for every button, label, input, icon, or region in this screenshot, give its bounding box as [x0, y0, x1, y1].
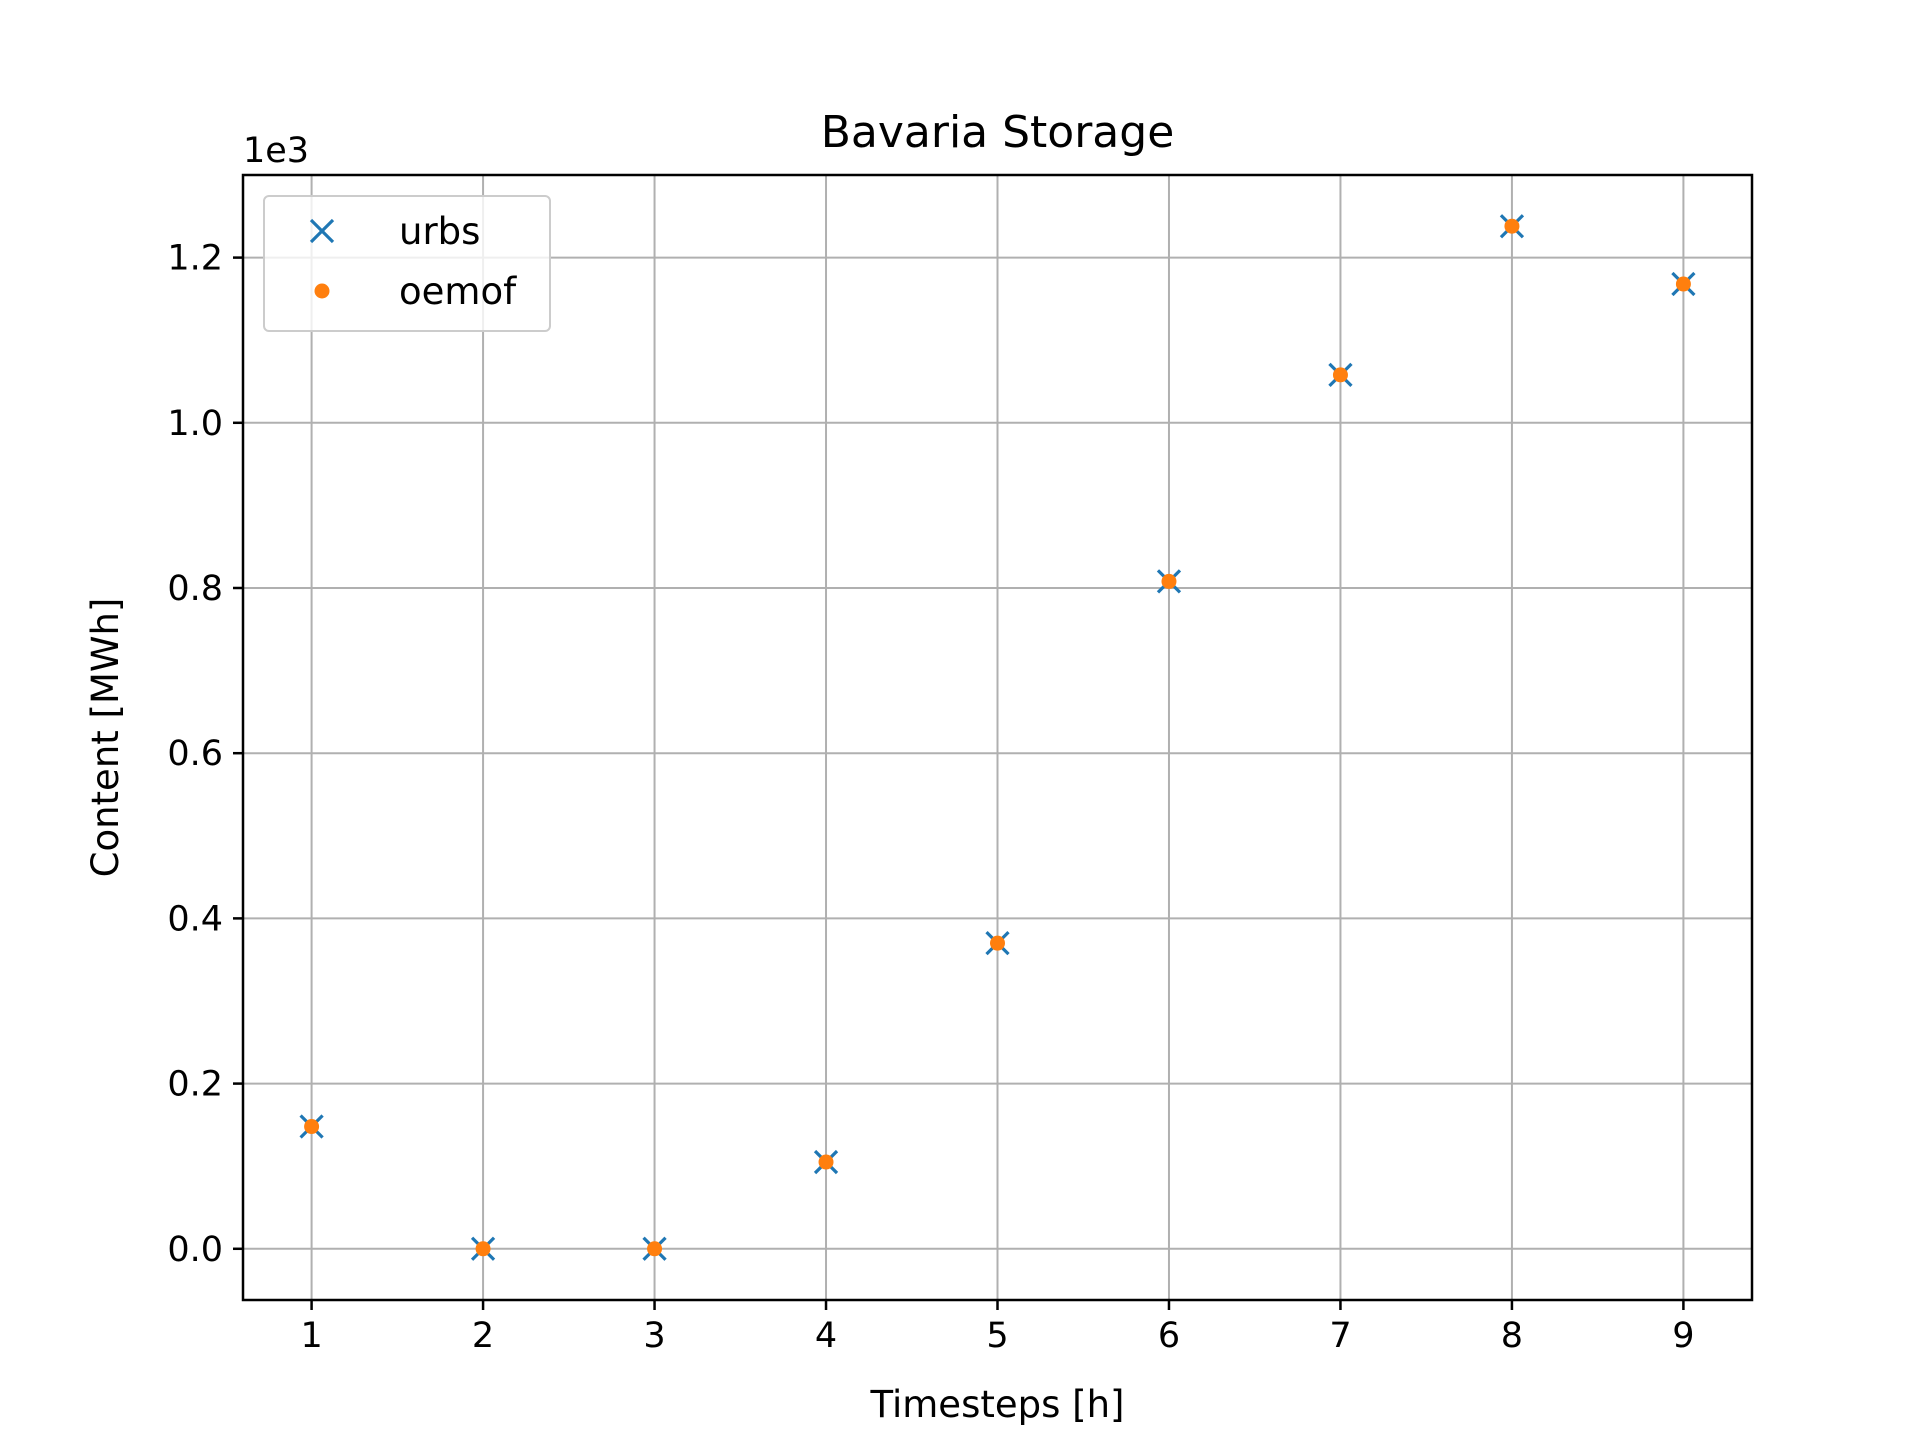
y-tick-label: 1.0: [167, 404, 223, 444]
point-oemof: [1504, 218, 1520, 234]
point-oemof: [818, 1154, 834, 1170]
point-oemof: [1161, 573, 1177, 589]
axis-ticks: 1 2 3 4 5 6 7 8 9 0.0 0.2 0.4 0.6 0.8 1.0 1.2: [167, 239, 1694, 1356]
x-tick-label: 4: [815, 1316, 837, 1356]
x-tick-label: 5: [986, 1316, 1008, 1356]
x-tick-label: 1: [300, 1316, 322, 1356]
x-tick-label: 9: [1672, 1316, 1694, 1356]
point-oemof: [990, 935, 1005, 951]
x-tick-label: 8: [1501, 1316, 1523, 1356]
x-tick-label: 7: [1329, 1316, 1351, 1356]
legend-entry-oemof: oemof: [314, 270, 517, 313]
legend-marker-oemof: [314, 283, 330, 299]
point-oemof: [647, 1241, 663, 1257]
point-oemof: [475, 1241, 491, 1257]
y-tick-label: 0.8: [167, 569, 223, 609]
y-axis-offset-text: 1e3: [243, 131, 309, 171]
legend-entries: urbs oemof: [309, 210, 517, 313]
legend-marker-urbs: [309, 218, 335, 244]
data-markers: [299, 214, 1696, 1261]
legend-box: [263, 195, 551, 332]
plot-frame: [241, 173, 1754, 1302]
legend-entry-urbs: urbs: [309, 210, 480, 253]
y-axis-label: Content [MWh]: [84, 598, 127, 878]
y-tick-label: 0.4: [167, 899, 223, 939]
legend-label-urbs: urbs: [399, 210, 480, 253]
y-tick-label: 0.0: [167, 1230, 223, 1270]
x-tick-label: 2: [472, 1316, 494, 1356]
point-oemof: [1675, 276, 1691, 292]
grid-lines: [243, 175, 1752, 1300]
y-tick-label: 0.2: [167, 1065, 223, 1105]
chart-title: Bavaria Storage: [821, 107, 1175, 158]
x-axis-label: Timesteps [h]: [870, 1383, 1125, 1426]
y-tick-label: 0.6: [167, 734, 223, 774]
point-oemof: [1332, 367, 1348, 383]
point-oemof: [304, 1119, 320, 1135]
legend: urbs oemof: [263, 195, 551, 332]
y-tick-label: 1.2: [167, 239, 223, 279]
x-tick-label: 3: [643, 1316, 665, 1356]
x-tick-label: 6: [1158, 1316, 1180, 1356]
legend-label-oemof: oemof: [399, 270, 517, 313]
